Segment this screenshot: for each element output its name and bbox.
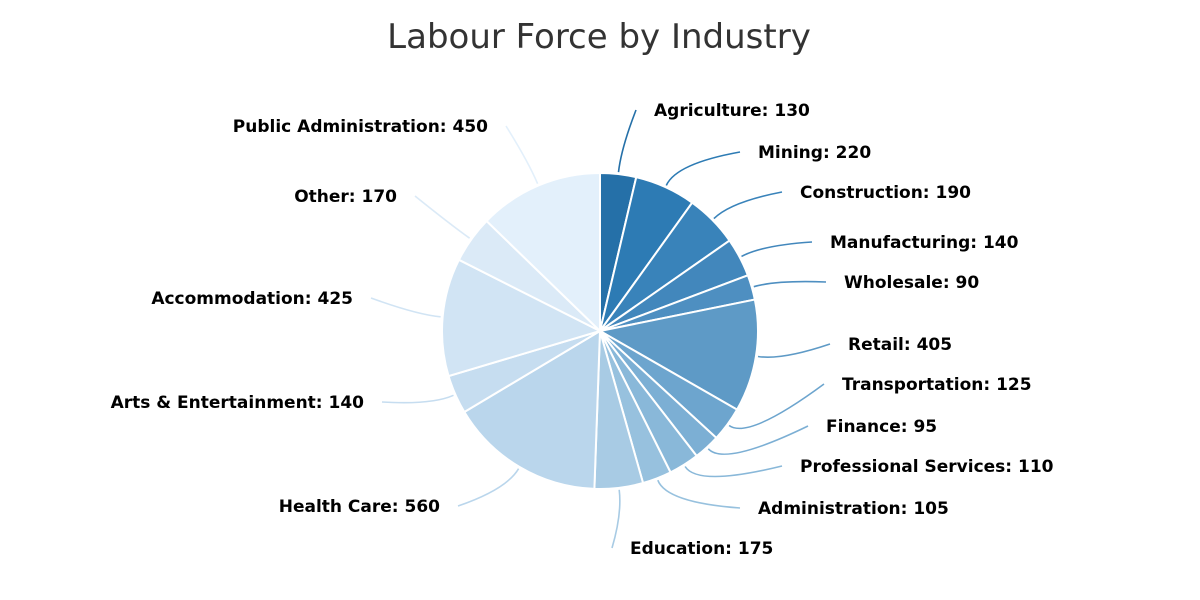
leader-line-mining [665,151,741,186]
leader-line-agriculture [617,109,637,173]
leader-line-finance [707,425,809,455]
slice-label-wholesale: Wholesale: 90 [844,273,979,293]
leader-line-arts-and-entertainment [381,394,454,404]
slice-label-agriculture: Agriculture: 130 [654,101,810,121]
slice-labels: Agriculture: 130 Mining: 220 Construction:… [111,101,1054,559]
slice-label-other: Other: 170 [294,187,397,207]
slice-label-transportation: Transportation: 125 [842,375,1032,395]
slice-label-manufacturing: Manufacturing: 140 [830,233,1019,253]
leader-line-other [414,195,471,239]
leader-line-transportation [728,383,825,430]
pie-slice-public-administration [485,171,601,334]
pie-slice-health-care [462,329,602,490]
leader-line-education [611,489,621,549]
slice-label-professional-services: Professional Services: 110 [800,457,1054,477]
slice-label-accommodation: Accommodation: 425 [151,289,353,309]
pie-slice-retail [597,298,759,411]
leader-line-administration [657,479,741,509]
pie-slices [441,171,759,490]
slice-label-construction: Construction: 190 [800,183,971,203]
leader-line-accommodation [370,297,441,318]
leader-line-professional-services [684,465,783,478]
slice-label-retail: Retail: 405 [848,335,952,355]
slice-label-administration: Administration: 105 [758,499,949,519]
chart-title: Labour Force by Industry [387,17,811,57]
leader-line-construction [713,191,783,220]
leader-line-manufacturing [741,241,813,258]
leader-line-retail [757,343,831,358]
leader-line-health-care [457,468,520,507]
slice-label-health-care: Health Care: 560 [279,497,440,517]
slice-label-finance: Finance: 95 [826,417,937,437]
leader-line-public-administration [505,125,539,185]
slice-label-mining: Mining: 220 [758,143,871,163]
leader-lines [370,109,831,549]
slice-label-arts-and-entertainment: Arts & Entertainment: 140 [111,393,365,413]
slice-label-education: Education: 175 [630,539,773,559]
leader-line-wholesale [753,280,827,288]
slice-label-public-administration: Public Administration: 450 [233,117,488,137]
pie-slice-accommodation [441,258,603,378]
